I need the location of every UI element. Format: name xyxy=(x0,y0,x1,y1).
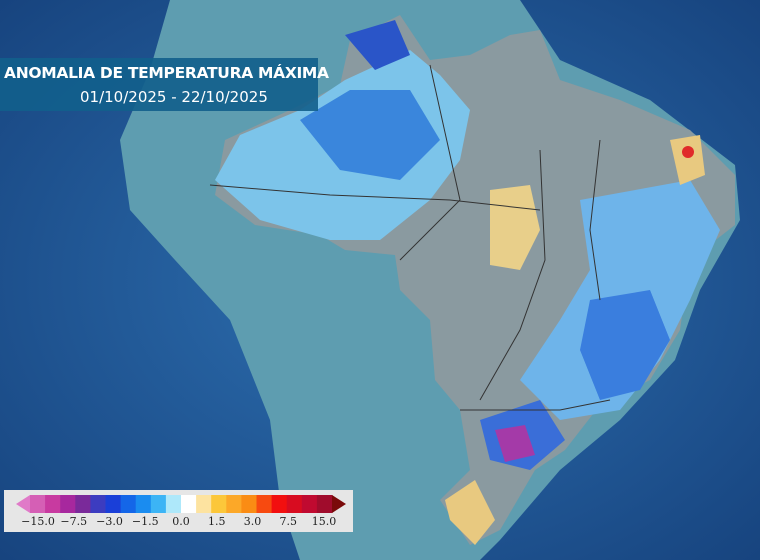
map-title: ANOMALIA DE TEMPERATURA MÁXIMA xyxy=(4,64,329,82)
cold-roraima xyxy=(345,20,410,70)
colorbar-segment xyxy=(45,495,61,513)
hot-spot xyxy=(682,146,694,158)
legend-ticks: −15.0 −7.5 −3.0 −1.5 0.0 1.5 3.0 7.5 15.0 xyxy=(4,515,353,529)
colorbar-segment xyxy=(271,495,288,513)
colorbar-segment xyxy=(196,495,212,513)
colorbar-segment xyxy=(316,495,333,513)
legend-tick: −15.0 xyxy=(21,515,55,528)
legend-tick: 1.5 xyxy=(208,515,226,528)
colorbar-segment xyxy=(150,495,167,513)
colorbar xyxy=(16,495,346,513)
colorbar-segment xyxy=(226,495,242,513)
colorbar-segment xyxy=(90,495,106,513)
colorbar-segment xyxy=(30,495,46,513)
colorbar-segment xyxy=(211,495,227,513)
state-borders xyxy=(209,64,611,411)
colorbar-segment xyxy=(60,495,76,513)
legend-tick: 7.5 xyxy=(279,515,298,528)
legend-tick: 0.0 xyxy=(172,515,190,528)
legend-tick: −3.0 xyxy=(96,515,123,528)
legend-tick: 3.0 xyxy=(243,515,262,528)
warm-rs xyxy=(445,480,495,545)
cold-southeast xyxy=(580,290,670,400)
colorbar-segment xyxy=(241,495,257,513)
legend-tick: 15.0 xyxy=(311,515,337,528)
colorbar-segment xyxy=(165,495,182,513)
title-banner: ANOMALIA DE TEMPERATURA MÁXIMA 01/10/202… xyxy=(0,58,329,111)
brazil-anomaly-field xyxy=(215,15,735,545)
colorbar-segment xyxy=(181,495,197,513)
colorbar-arrow-high xyxy=(332,495,346,513)
colorbar-arrow-low xyxy=(16,495,30,513)
legend-tick: −1.5 xyxy=(131,515,159,528)
colorbar-segment xyxy=(105,495,122,513)
warm-ne xyxy=(670,135,705,185)
date-range: 01/10/2025 - 22/10/2025 xyxy=(80,88,268,106)
color-legend: −15.0 −7.5 −3.0 −1.5 0.0 1.5 3.0 7.5 15.0 xyxy=(4,490,353,532)
colorbar-segment xyxy=(120,495,137,513)
colorbar-segment xyxy=(301,495,318,513)
colorbar-segment xyxy=(75,495,91,513)
colorbar-segment xyxy=(286,495,303,513)
cold-amazon xyxy=(300,90,440,180)
colorbar-segment xyxy=(256,495,273,513)
very-cold-south xyxy=(495,425,535,462)
colorbar-segment xyxy=(135,495,152,513)
legend-tick: −7.5 xyxy=(60,515,88,528)
